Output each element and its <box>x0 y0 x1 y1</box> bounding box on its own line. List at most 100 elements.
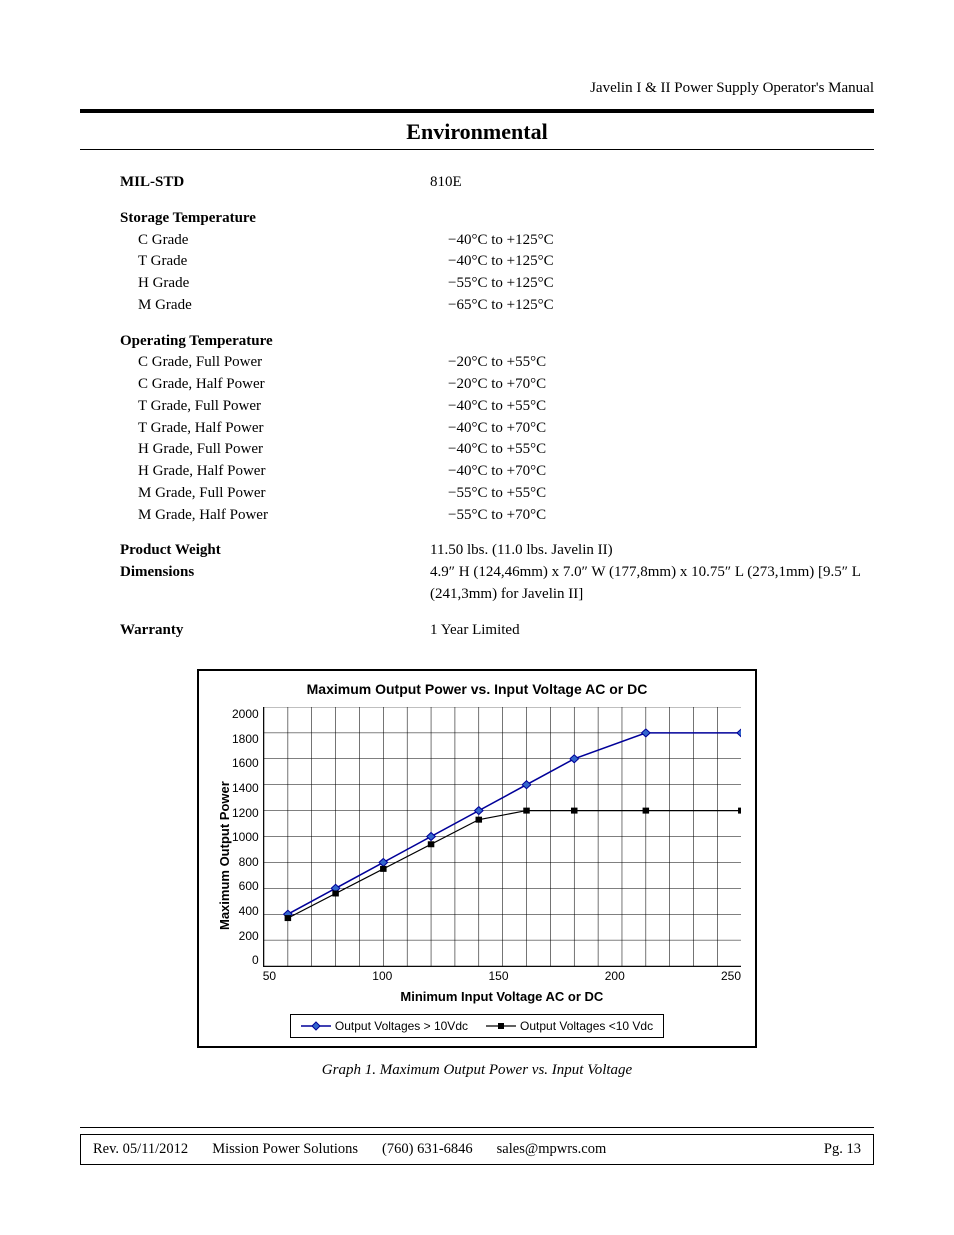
chart-y-tick: 800 <box>232 855 259 869</box>
chart-y-tick: 600 <box>232 879 259 893</box>
spec-value: 4.9″ H (124,46mm) x 7.0″ W (177,8mm) x 1… <box>430 562 874 606</box>
spec-value: −40°C to +125°C <box>448 251 874 273</box>
footer-page: Pg. 13 <box>824 1141 861 1158</box>
spec-row: C Grade, Full Power−20°C to +55°C <box>120 352 874 374</box>
spec-value <box>430 331 874 353</box>
spec-label: T Grade, Full Power <box>120 396 448 418</box>
spec-label: C Grade, Half Power <box>120 374 448 396</box>
spec-row: M Grade, Half Power−55°C to +70°C <box>120 505 874 527</box>
footer-email: sales@mpwrs.com <box>497 1141 607 1158</box>
chart-legend-label: Output Voltages > 10Vdc <box>335 1019 468 1033</box>
spec-value: −40°C to +125°C <box>448 230 874 252</box>
spec-value: −55°C to +70°C <box>448 505 874 527</box>
spec-label: M Grade, Full Power <box>120 483 448 505</box>
footer-rev: Rev. 05/11/2012 <box>93 1141 188 1158</box>
spec-label: M Grade, Half Power <box>120 505 448 527</box>
spec-row: T Grade, Half Power−40°C to +70°C <box>120 418 874 440</box>
chart-y-tick: 400 <box>232 904 259 918</box>
spec-label: H Grade, Half Power <box>120 461 448 483</box>
chart-box: Maximum Output Power vs. Input Voltage A… <box>197 669 757 1048</box>
spec-label: T Grade, Half Power <box>120 418 448 440</box>
chart-y-tick: 1000 <box>232 830 259 844</box>
chart-title: Maximum Output Power vs. Input Voltage A… <box>213 681 741 697</box>
chart-x-axis-label: Minimum Input Voltage AC or DC <box>263 989 741 1004</box>
chart-svg <box>264 707 741 966</box>
chart-plot-col: 50 100 150 200 250 Minimum Input Voltage AC … <box>263 707 741 1004</box>
rule-footer <box>80 1127 874 1128</box>
spec-group-storage: Storage Temperature <box>120 208 874 230</box>
spec-row: H Grade, Half Power−40°C to +70°C <box>120 461 874 483</box>
chart-body: Maximum Output Power 2000180016001400120… <box>213 707 741 1004</box>
chart-x-tick: 150 <box>489 969 509 983</box>
spec-row: C Grade−40°C to +125°C <box>120 230 874 252</box>
chart-x-tick: 200 <box>605 969 625 983</box>
spec-value: −40°C to +55°C <box>448 439 874 461</box>
chart-y-tick: 200 <box>232 929 259 943</box>
spec-label: H Grade, Full Power <box>120 439 448 461</box>
spec-row-weight: Product Weight 11.50 lbs. (11.0 lbs. Jav… <box>120 540 874 562</box>
chart-y-tick: 1200 <box>232 806 259 820</box>
spec-row: T Grade−40°C to +125°C <box>120 251 874 273</box>
chart-x-tick: 50 <box>263 969 276 983</box>
spec-row: T Grade, Full Power−40°C to +55°C <box>120 396 874 418</box>
spec-value: 11.50 lbs. (11.0 lbs. Javelin II) <box>430 540 874 562</box>
spec-row: M Grade, Full Power−55°C to +55°C <box>120 483 874 505</box>
chart-wrap: Maximum Output Power vs. Input Voltage A… <box>197 669 757 1079</box>
chart-plot-area <box>263 707 741 967</box>
chart-y-axis-label: Maximum Output Power <box>213 707 232 1004</box>
chart-legend-label: Output Voltages <10 Vdc <box>520 1019 653 1033</box>
section-title: Environmental <box>80 113 874 149</box>
spec-value: −40°C to +70°C <box>448 418 874 440</box>
footer-box: Rev. 05/11/2012 Mission Power Solutions … <box>80 1134 874 1165</box>
spec-block: MIL-STD 810E Storage Temperature C Grade… <box>120 172 874 641</box>
chart-y-tick: 2000 <box>232 707 259 721</box>
rule-title-thin <box>80 149 874 150</box>
chart-caption: Graph 1. Maximum Output Power vs. Input … <box>197 1062 757 1079</box>
spec-label: C Grade, Full Power <box>120 352 448 374</box>
chart-y-ticks: 2000180016001400120010008006004002000 <box>232 707 263 967</box>
running-header: Javelin I & II Power Supply Operator's M… <box>80 80 874 97</box>
chart-x-tick: 250 <box>721 969 741 983</box>
footer-phone: (760) 631-6846 <box>382 1141 473 1158</box>
spec-value: −40°C to +70°C <box>448 461 874 483</box>
chart-y-tick: 1400 <box>232 781 259 795</box>
chart-x-tick: 100 <box>372 969 392 983</box>
spec-row-milstd: MIL-STD 810E <box>120 172 874 194</box>
chart-legend-item: Output Voltages > 10Vdc <box>301 1019 468 1033</box>
chart-legend: Output Voltages > 10Vdc Output Voltages <… <box>290 1014 664 1038</box>
spec-row-dimensions: Dimensions 4.9″ H (124,46mm) x 7.0″ W (1… <box>120 562 874 606</box>
spec-label: M Grade <box>120 295 448 317</box>
spec-row-warranty: Warranty 1 Year Limited <box>120 620 874 642</box>
spec-row: C Grade, Half Power−20°C to +70°C <box>120 374 874 396</box>
spec-value <box>430 208 874 230</box>
spec-label: MIL-STD <box>120 172 430 194</box>
spec-row: H Grade−55°C to +125°C <box>120 273 874 295</box>
spec-label: Operating Temperature <box>120 331 430 353</box>
chart-x-ticks: 50 100 150 200 250 <box>263 969 741 983</box>
spec-label: Storage Temperature <box>120 208 430 230</box>
spec-group-operating: Operating Temperature <box>120 331 874 353</box>
spec-value: −20°C to +55°C <box>448 352 874 374</box>
spec-value: −40°C to +55°C <box>448 396 874 418</box>
diamond-marker-icon <box>301 1020 331 1032</box>
spec-value: −55°C to +125°C <box>448 273 874 295</box>
spec-label: Dimensions <box>120 562 430 606</box>
spec-value: −55°C to +55°C <box>448 483 874 505</box>
square-marker-icon <box>486 1020 516 1032</box>
chart-legend-item: Output Voltages <10 Vdc <box>486 1019 653 1033</box>
spec-value: 1 Year Limited <box>430 620 874 642</box>
chart-y-tick: 1800 <box>232 732 259 746</box>
spec-label: T Grade <box>120 251 448 273</box>
spec-value: −20°C to +70°C <box>448 374 874 396</box>
chart-y-tick: 0 <box>232 953 259 967</box>
chart-y-tick: 1600 <box>232 756 259 770</box>
spec-row: M Grade−65°C to +125°C <box>120 295 874 317</box>
spec-value: −65°C to +125°C <box>448 295 874 317</box>
spec-row: H Grade, Full Power−40°C to +55°C <box>120 439 874 461</box>
spec-label: H Grade <box>120 273 448 295</box>
footer-wrap: Rev. 05/11/2012 Mission Power Solutions … <box>80 1127 874 1165</box>
page: Javelin I & II Power Supply Operator's M… <box>0 0 954 1235</box>
spec-value: 810E <box>430 172 874 194</box>
footer-company: Mission Power Solutions <box>212 1141 358 1158</box>
spec-label: C Grade <box>120 230 448 252</box>
